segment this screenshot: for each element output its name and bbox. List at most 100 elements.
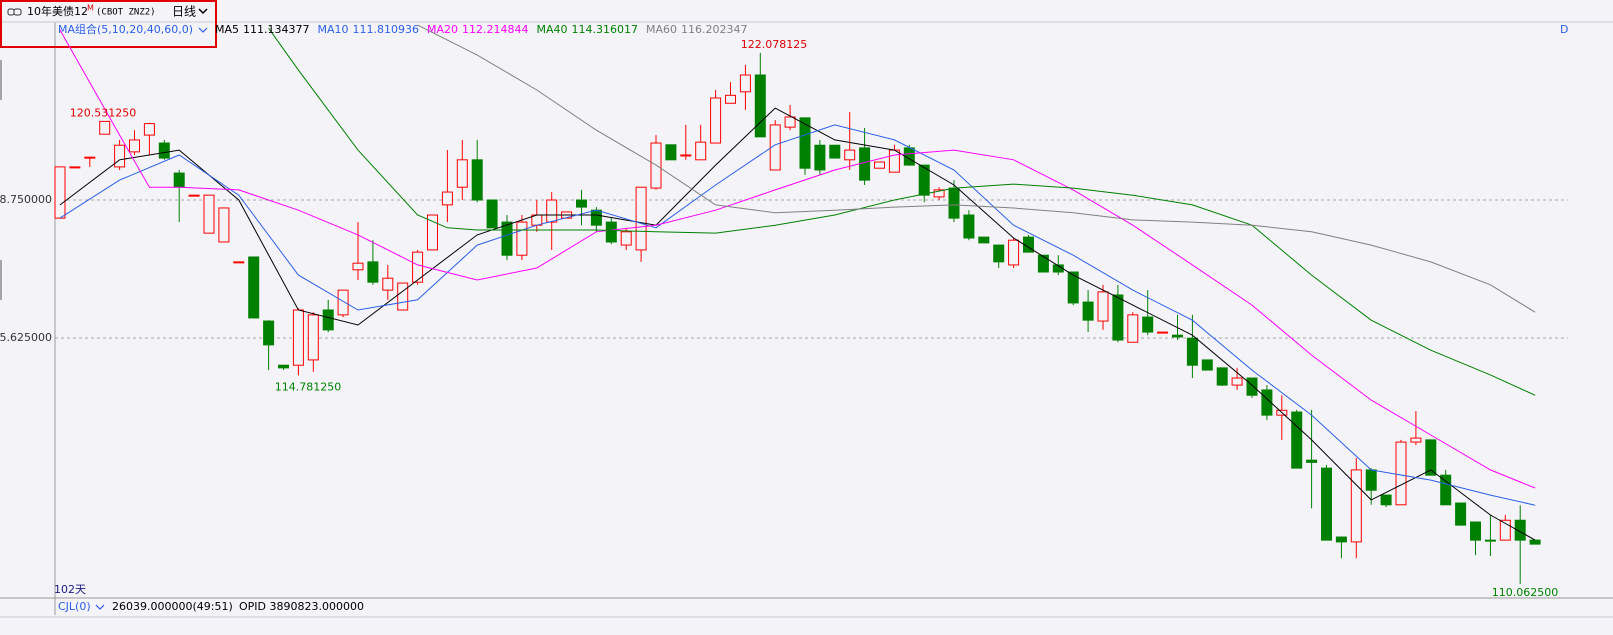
candle-body <box>471 159 483 201</box>
legend-value: 111.134377 <box>243 23 309 36</box>
extreme-label: 110.062500 <box>1492 586 1558 599</box>
candle-body <box>874 161 885 169</box>
candle-body <box>1335 536 1347 543</box>
candle-body <box>710 97 722 144</box>
candle-body <box>203 194 215 234</box>
candle-body <box>367 261 379 283</box>
candle-body <box>1395 441 1407 506</box>
candle-body <box>948 187 960 219</box>
candle-body <box>516 221 528 256</box>
legend-name: MA40 <box>537 23 568 36</box>
ma-line <box>59 124 1536 506</box>
candle-body <box>1201 359 1213 371</box>
legend-name: MA20 <box>427 23 458 36</box>
candle-body <box>322 309 334 331</box>
candle-body <box>635 186 647 251</box>
candle-body <box>1261 389 1273 416</box>
candle-body <box>173 172 185 188</box>
candle-body <box>352 262 364 271</box>
ma-line <box>417 24 1536 313</box>
candle-body <box>1216 367 1228 386</box>
candle-body <box>829 144 841 159</box>
candle-body <box>1529 539 1541 545</box>
candle-body <box>54 166 66 219</box>
candle-body <box>292 309 304 366</box>
candle-body <box>307 314 319 361</box>
candle-body <box>69 166 81 169</box>
candle-body <box>84 156 96 159</box>
corner-label: D <box>1560 23 1568 36</box>
candle-body <box>263 320 275 346</box>
candle-body <box>129 139 140 153</box>
instrument-code: (CBOT ZNZ2) <box>96 8 156 18</box>
dropdown-chevron[interactable] <box>95 604 105 610</box>
candle-body <box>680 154 692 157</box>
indicator-selector[interactable]: CJL(0) <box>58 600 91 613</box>
candle-body <box>1484 539 1496 542</box>
candle-body <box>918 164 930 196</box>
candle-body <box>382 277 394 291</box>
legend-value: 116.202347 <box>681 23 747 36</box>
candle-body <box>978 236 990 244</box>
volume-text: 26039.000000(49:51) <box>112 600 233 613</box>
candle-body <box>1306 459 1318 463</box>
candle-body <box>114 144 126 168</box>
candle-body <box>1067 271 1079 304</box>
y-axis-labels: 118.750000 115.625000 <box>0 193 52 344</box>
candle-body <box>397 282 409 311</box>
candle-body <box>695 141 707 161</box>
extreme-label: 122.078125 <box>741 38 807 51</box>
dropdown-chevron[interactable] <box>198 8 208 15</box>
candle-body <box>769 124 781 171</box>
candle-body <box>605 221 617 243</box>
candle-body <box>1455 502 1467 526</box>
candles <box>54 52 1541 584</box>
candle-body <box>844 149 856 161</box>
candle-body <box>1410 437 1422 443</box>
candle-body <box>1186 337 1198 366</box>
ma-line <box>268 27 1536 396</box>
extreme-label: 114.781250 <box>275 380 341 393</box>
candle-body <box>1082 301 1094 321</box>
ma-group-selector[interactable]: MA组合(5,10,20,40,60,0) <box>58 22 193 36</box>
candle-body <box>412 251 424 283</box>
y-tick-label: 118.750000 <box>0 193 52 206</box>
candle-body <box>725 94 736 104</box>
candle-body <box>1157 331 1169 334</box>
candle-body <box>1499 519 1511 541</box>
candle-body <box>1112 294 1124 341</box>
candle-body <box>1440 474 1452 506</box>
candle-body <box>799 117 811 169</box>
candle-body <box>933 189 945 198</box>
candle-body <box>1365 469 1377 491</box>
link-icon[interactable] <box>13 8 22 16</box>
candle-body <box>1350 469 1362 543</box>
candle-body <box>1142 316 1154 333</box>
legend-name: MA60 <box>646 23 677 36</box>
candle-body <box>576 199 587 208</box>
legend-name: MA10 <box>318 23 349 36</box>
candle-body <box>1172 334 1183 338</box>
days-label: 102天 <box>54 583 86 596</box>
candle-body <box>218 207 230 243</box>
y-tick-label: 115.625000 <box>0 331 52 344</box>
legend-value: 112.214844 <box>462 23 528 36</box>
dropdown-chevron[interactable] <box>198 27 208 33</box>
candle-body <box>1291 411 1303 469</box>
candle-body <box>1514 519 1526 541</box>
instrument-superscript: M <box>87 4 94 13</box>
candle-body <box>665 144 677 161</box>
candle-body <box>337 289 349 316</box>
candle-body <box>590 209 602 226</box>
candle-body <box>501 221 513 256</box>
candle-body <box>456 159 468 188</box>
candle-body <box>546 199 558 223</box>
candle-body <box>814 144 826 171</box>
period-selector[interactable]: 日线 <box>172 5 196 19</box>
instrument-title[interactable]: 10年美债12 <box>27 4 88 18</box>
candle-body <box>233 261 245 264</box>
legend-name: MA5 <box>215 23 239 36</box>
candle-body <box>1246 377 1258 396</box>
candle-body <box>1470 521 1481 541</box>
